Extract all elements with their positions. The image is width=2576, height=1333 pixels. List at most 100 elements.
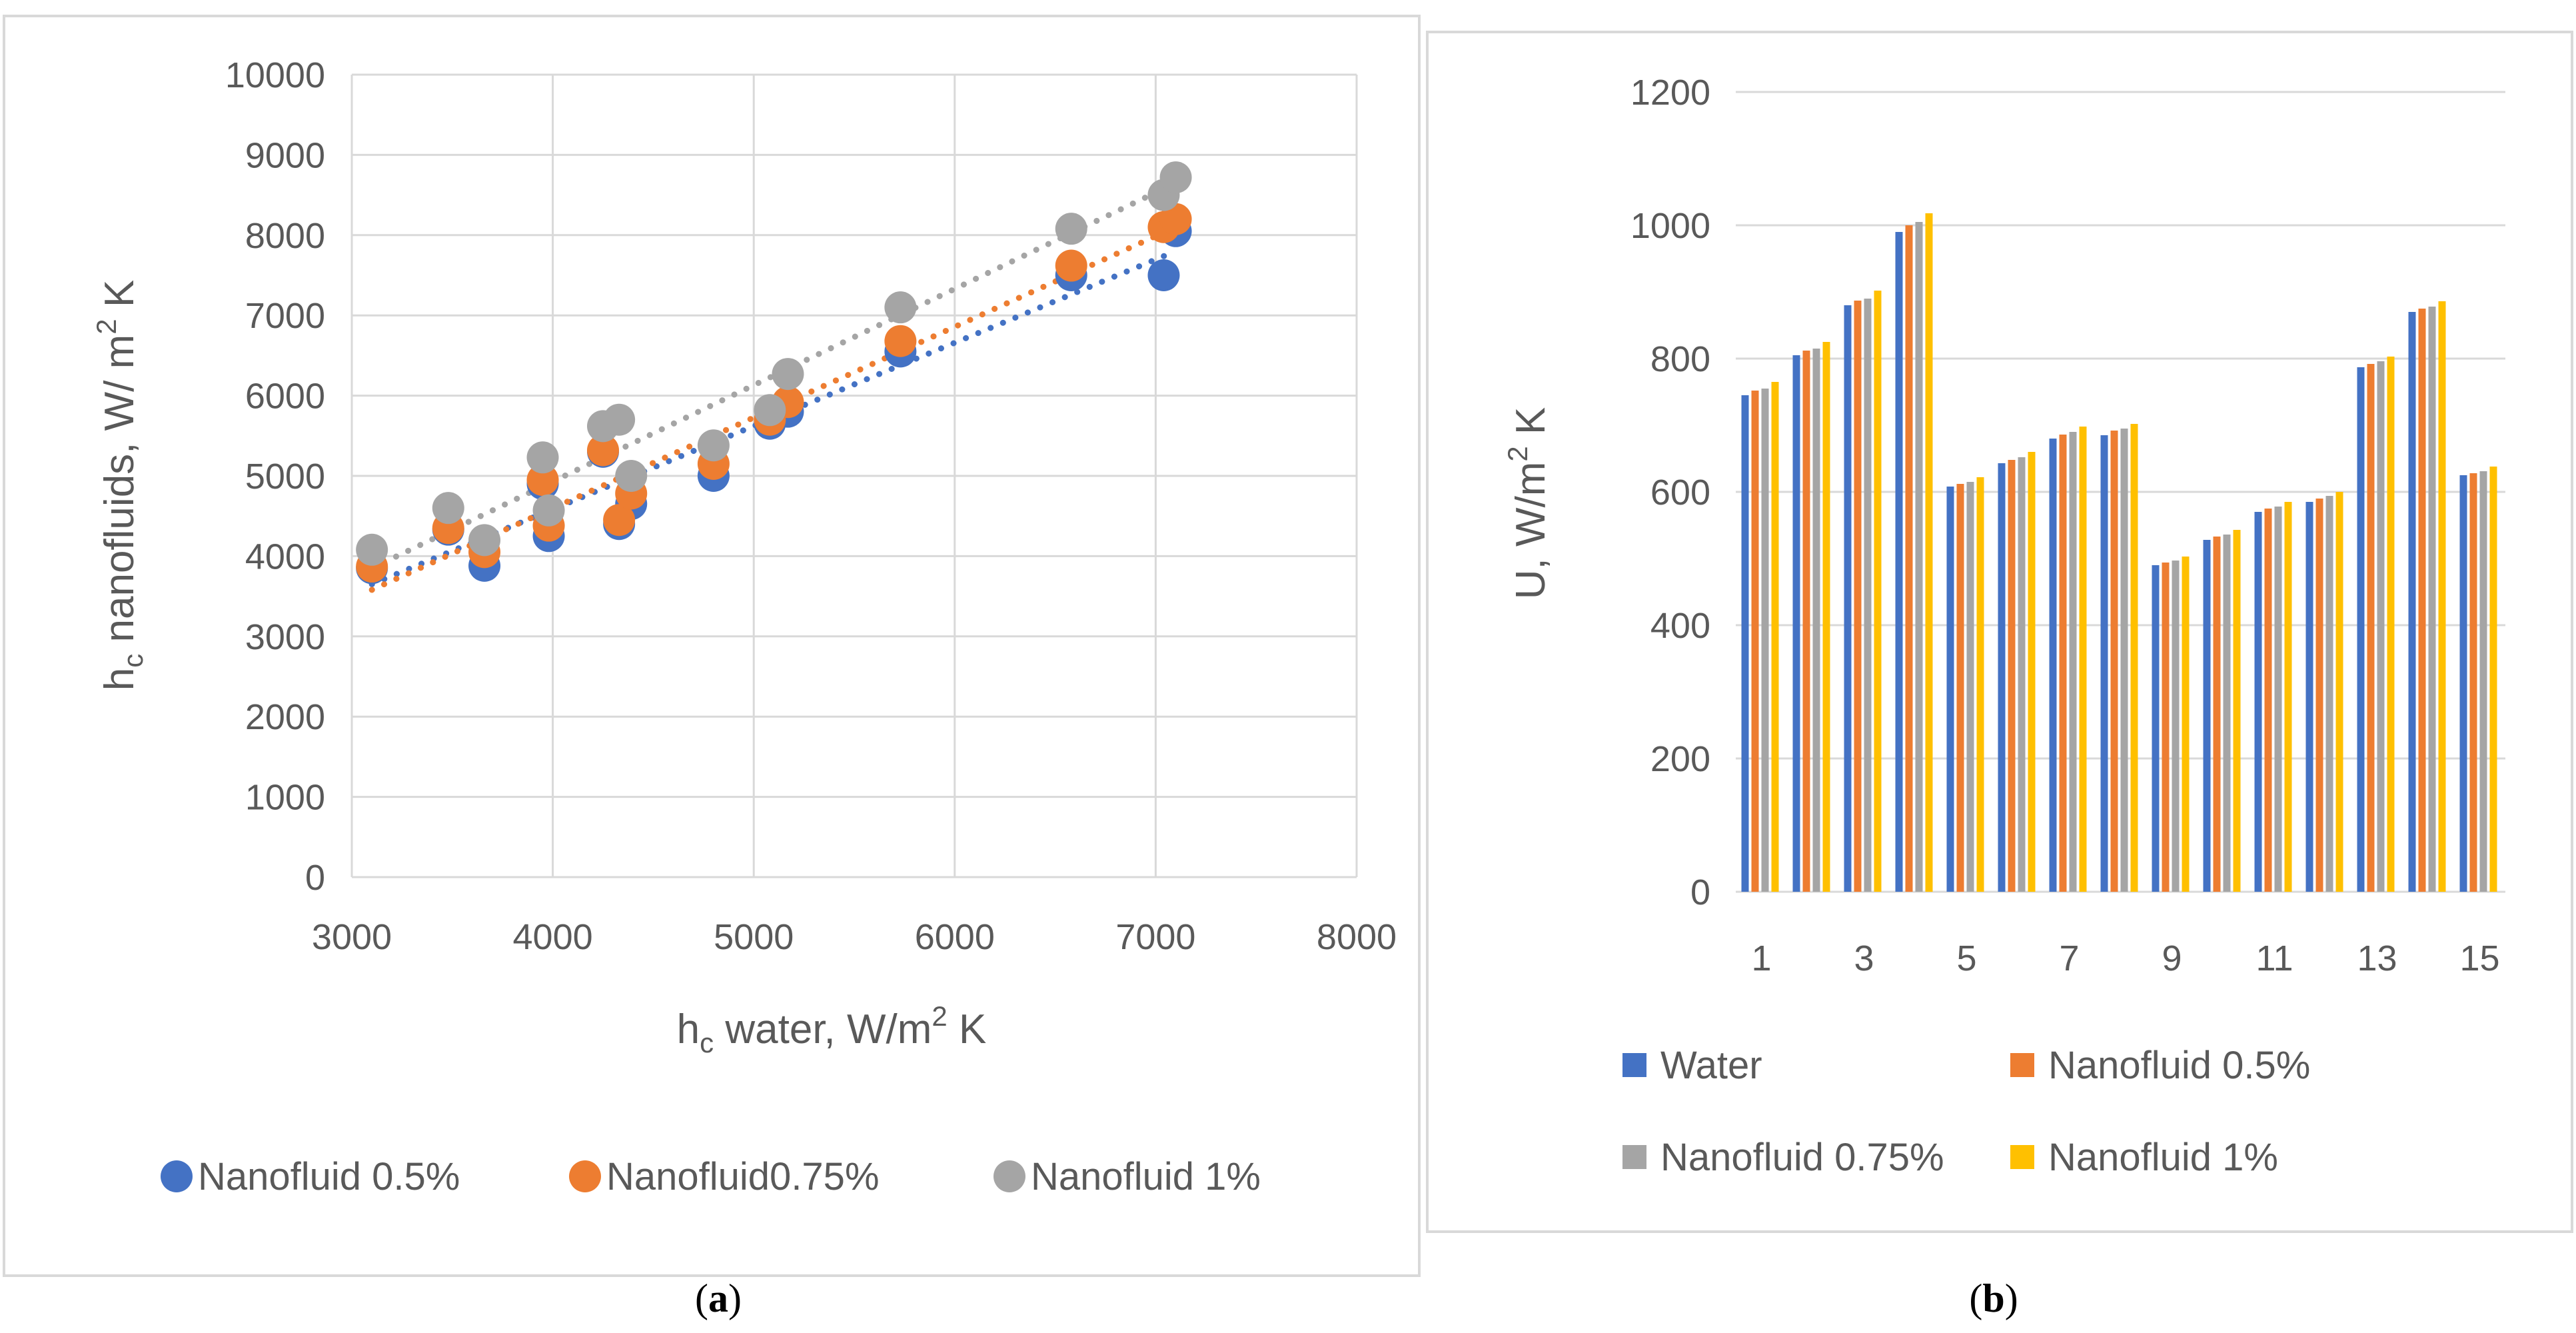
scatter-x-axis-title: hc water, W/m2 K bbox=[677, 1000, 987, 1058]
bar-nanofluid-1-11 bbox=[2284, 502, 2292, 892]
caption-b: (b) bbox=[1969, 1276, 2018, 1320]
legend-item-nanofluid-0-75: Nanofluid0.75% bbox=[569, 1155, 880, 1198]
point-nanofluid-1 bbox=[615, 460, 648, 492]
y-tick-label: 2000 bbox=[245, 697, 325, 737]
legend-item-water: Water bbox=[1622, 1044, 1762, 1087]
point-nanofluid-1 bbox=[356, 533, 388, 566]
bar-nanofluid-0-75-7 bbox=[2069, 432, 2077, 892]
point-nanofluid0-75 bbox=[884, 325, 917, 357]
point-nanofluid-1 bbox=[754, 394, 786, 427]
bar-nanofluid-0-5-15 bbox=[2469, 473, 2477, 892]
point-nanofluid-1 bbox=[603, 403, 636, 436]
point-nanofluid0-75 bbox=[587, 434, 619, 467]
legend-label-nanofluid-0-5: Nanofluid 0.5% bbox=[198, 1155, 460, 1198]
bar-water-10 bbox=[2203, 540, 2211, 892]
y-tick-label: 9000 bbox=[245, 135, 325, 175]
point-nanofluid-1 bbox=[1055, 213, 1087, 245]
legend-swatch-water bbox=[1622, 1053, 1646, 1077]
point-nanofluid-1 bbox=[1159, 161, 1192, 194]
bar-marks bbox=[1741, 213, 2497, 892]
bar-nanofluid-0-75-3 bbox=[1864, 299, 1872, 892]
y-tick-label: 1000 bbox=[1630, 206, 1710, 246]
x-tick-label: 4000 bbox=[513, 917, 593, 957]
bar-water-6 bbox=[1998, 463, 2006, 892]
point-nanofluid-1 bbox=[772, 358, 804, 391]
x-tick-label: 3000 bbox=[312, 917, 392, 957]
scatter-x-tick-labels: 3000 4000 5000 6000 7000 8000 bbox=[312, 917, 1397, 957]
bar-water-15 bbox=[2459, 475, 2467, 892]
bar-water-3 bbox=[1844, 305, 1852, 892]
bar-legend: Water Nanofluid 0.5% Nanofluid 0.75% Nan… bbox=[1622, 1044, 2310, 1179]
bar-nanofluid-1-15 bbox=[2489, 467, 2497, 892]
legend-label-nanofluid-0-75: Nanofluid 0.75% bbox=[1660, 1136, 1944, 1179]
bar-water-4 bbox=[1895, 232, 1903, 892]
bar-nanofluid-0-5-2 bbox=[1802, 351, 1810, 892]
point-nanofluid0-75 bbox=[1159, 203, 1192, 235]
scatter-y-axis-title: hc nanofluids, W/ m2 K bbox=[91, 280, 149, 690]
x-tick-label: 5 bbox=[1956, 938, 1976, 978]
bar-water-13 bbox=[2357, 367, 2365, 892]
bar-nanofluid-1-9 bbox=[2182, 557, 2190, 892]
y-tick-label: 400 bbox=[1650, 606, 1710, 646]
x-tick-label: 15 bbox=[2459, 938, 2499, 978]
legend-item-nanofluid-0-5: Nanofluid 0.5% bbox=[161, 1155, 460, 1198]
legend-label-water: Water bbox=[1660, 1044, 1762, 1087]
bar-water-12 bbox=[2305, 502, 2313, 892]
y-tick-label: 10000 bbox=[225, 55, 325, 95]
point-nanofluid-1 bbox=[468, 524, 501, 557]
legend-label-nanofluid-1: Nanofluid 1% bbox=[2048, 1136, 2278, 1179]
x-tick-label: 3 bbox=[1854, 938, 1874, 978]
y-tick-label: 0 bbox=[305, 858, 325, 898]
bar-nanofluid-0-5-1 bbox=[1751, 391, 1759, 892]
bar-y-axis-title: U, W/m2 K bbox=[1502, 407, 1554, 600]
bar-nanofluid-0-5-13 bbox=[2367, 364, 2375, 892]
x-tick-label: 8000 bbox=[1317, 917, 1397, 957]
legend-item-nanofluid-0-75: Nanofluid 0.75% bbox=[1622, 1136, 1944, 1179]
y-tick-label: 200 bbox=[1650, 739, 1710, 779]
y-tick-label: 4000 bbox=[245, 537, 325, 577]
bar-nanofluid-0-5-3 bbox=[1854, 301, 1862, 892]
bar-nanofluid-0-75-15 bbox=[2479, 471, 2487, 892]
x-tick-label: 6000 bbox=[915, 917, 995, 957]
bar-nanofluid-1-8 bbox=[2130, 424, 2138, 892]
legend-item-nanofluid-1: Nanofluid 1% bbox=[2010, 1136, 2278, 1179]
bar-nanofluid-1-2 bbox=[1822, 342, 1830, 892]
bar-nanofluid-1-14 bbox=[2438, 301, 2446, 892]
bar-nanofluid-0-75-4 bbox=[1915, 222, 1923, 892]
bar-nanofluid-1-7 bbox=[2079, 427, 2087, 892]
legend-item-nanofluid-1: Nanofluid 1% bbox=[993, 1155, 1261, 1198]
y-tick-label: 1000 bbox=[245, 778, 325, 818]
point-nanofluid-1 bbox=[432, 492, 464, 525]
bar-nanofluid-0-75-14 bbox=[2428, 307, 2436, 892]
point-nanofluid0-75 bbox=[526, 464, 559, 497]
point-nanofluid0-75 bbox=[1055, 249, 1087, 282]
bar-nanofluid-0-75-10 bbox=[2223, 535, 2231, 892]
bar-nanofluid-1-12 bbox=[2335, 492, 2343, 892]
bar-nanofluid-0-75-6 bbox=[2018, 457, 2026, 892]
trendline-nanofluid-1 bbox=[368, 180, 1179, 571]
bar-nanofluid-0-75-8 bbox=[2120, 429, 2128, 892]
bar-nanofluid-0-75-13 bbox=[2377, 361, 2385, 892]
bar-nanofluid-1-10 bbox=[2233, 530, 2241, 892]
caption-a: (a) bbox=[695, 1276, 742, 1320]
panel-a-frame bbox=[3, 15, 1421, 1277]
bar-nanofluid-0-5-14 bbox=[2418, 309, 2426, 892]
bar-nanofluid-1-13 bbox=[2387, 357, 2395, 892]
bar-nanofluid-0-75-2 bbox=[1812, 349, 1820, 892]
bar-water-1 bbox=[1741, 395, 1749, 892]
point-nanofluid0-75 bbox=[603, 504, 636, 537]
bar-water-14 bbox=[2408, 312, 2416, 892]
bar-nanofluid-0-75-5 bbox=[1966, 482, 1974, 892]
bar-nanofluid-0-75-11 bbox=[2274, 507, 2282, 892]
x-tick-label: 13 bbox=[2357, 938, 2397, 978]
bar-x-tick-labels: 1 3 5 7 9 11 13 15 bbox=[1751, 938, 2499, 978]
y-tick-label: 6000 bbox=[245, 377, 325, 417]
legend-marker-nanofluid-1 bbox=[993, 1160, 1025, 1192]
bar-water-9 bbox=[2152, 565, 2160, 892]
bar-nanofluid-0-5-9 bbox=[2162, 563, 2170, 892]
point-nanofluid-1 bbox=[884, 291, 917, 324]
bar-nanofluid-1-1 bbox=[1771, 382, 1779, 892]
x-tick-label: 7000 bbox=[1115, 917, 1195, 957]
bar-nanofluid-0-75-12 bbox=[2325, 496, 2333, 892]
point-nanofluid-1 bbox=[532, 494, 565, 527]
